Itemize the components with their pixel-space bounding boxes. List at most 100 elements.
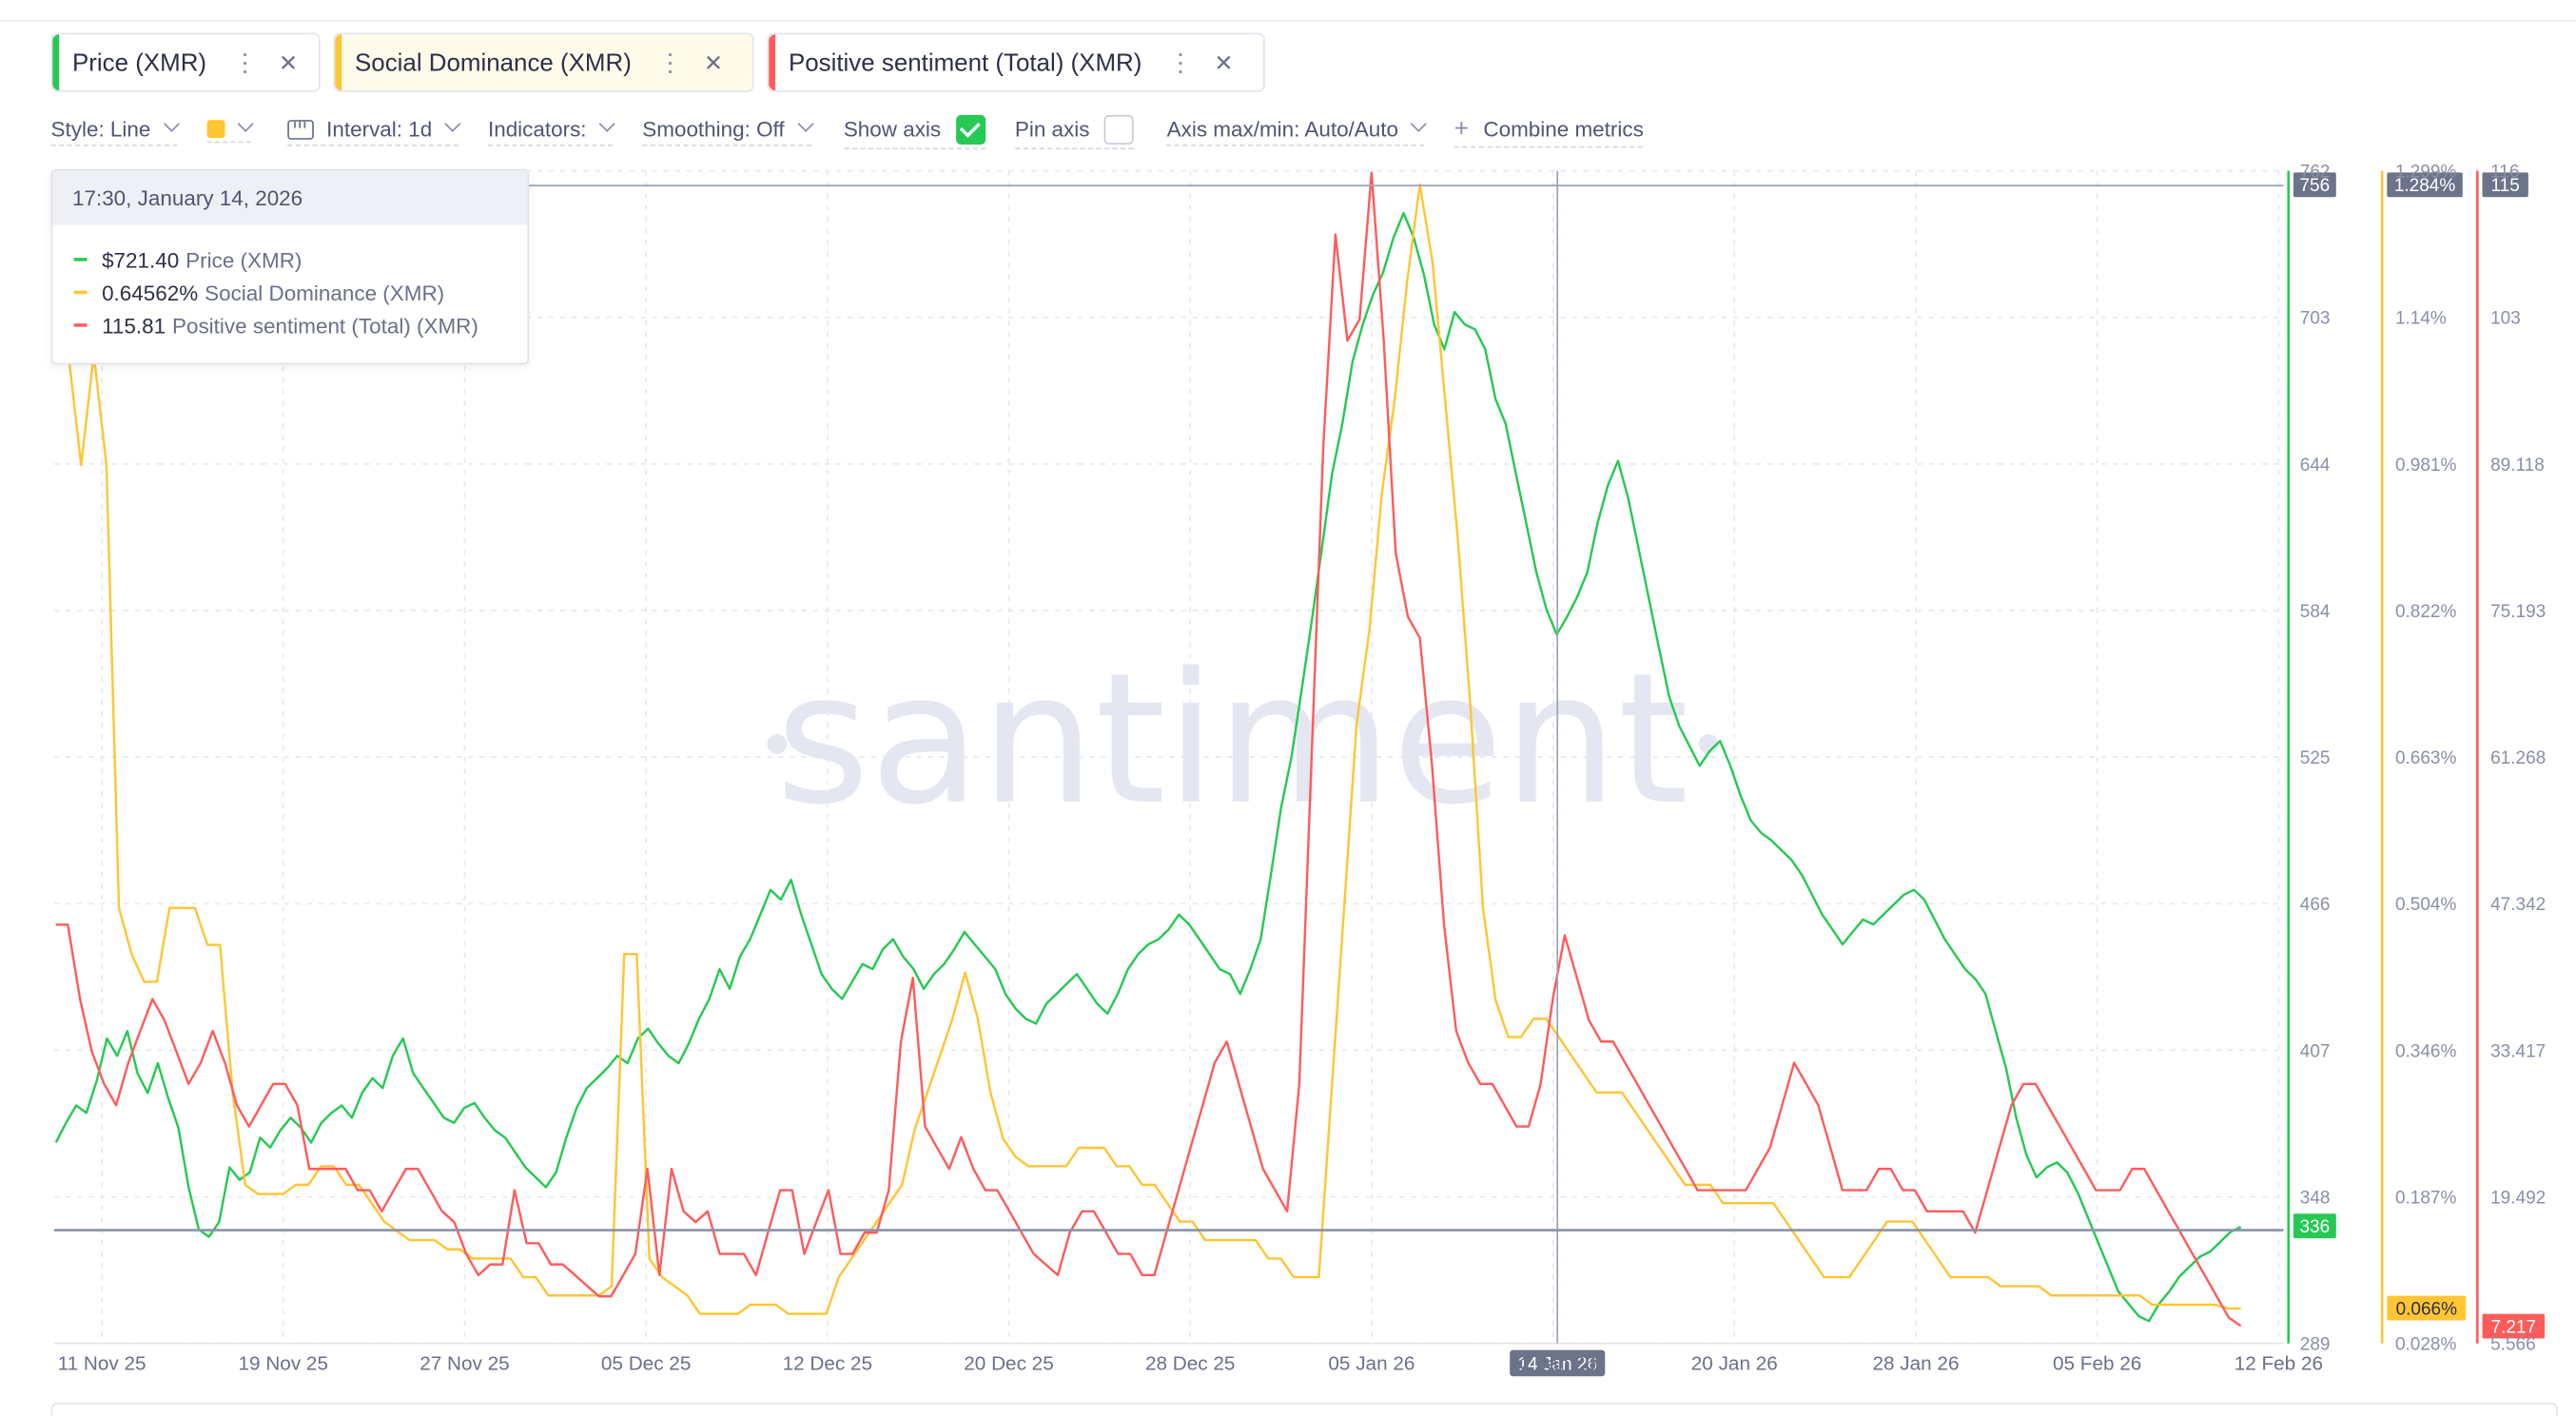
series-marker: [73, 258, 88, 262]
chart-series: [54, 171, 2242, 1328]
tooltip-series-name: Positive sentiment (Total) (XMR): [171, 312, 478, 338]
chart-navigator-scrollbar[interactable]: [50, 1402, 2558, 1416]
y-tick-label: 289: [2300, 1335, 2331, 1355]
tooltip-value: 115.81: [102, 312, 166, 338]
pin-axis-label: Pin axis: [1014, 116, 1090, 142]
axis-maxmin-label: Axis max/min: Auto/Auto: [1166, 116, 1399, 142]
crosshair-x-label: 14 Jan 26: [1518, 1354, 1597, 1374]
calendar-icon: [286, 119, 314, 139]
indicators-dropdown[interactable]: Indicators:: [487, 115, 615, 146]
metric-color-bar: [52, 34, 60, 90]
x-tick-label: 12 Feb 26: [2234, 1352, 2323, 1374]
price-last-label: 336: [2299, 1217, 2330, 1237]
pin-axis-toggle[interactable]: Pin axis: [1014, 114, 1135, 149]
metric-label: Price (XMR): [71, 48, 207, 77]
y-tick-label: 762: [2300, 163, 2331, 183]
metric-tabs: Price (XMR) ⋮ ✕ Social Dominance (XMR) ⋮…: [50, 32, 1265, 92]
y-tick-label: 407: [2300, 1041, 2331, 1061]
y-tick-label: 33.417: [2490, 1041, 2546, 1061]
y-tick-label: 0.187%: [2395, 1188, 2457, 1208]
style-label: Style: Line: [50, 116, 151, 142]
y-tick-label: 0.822%: [2395, 602, 2457, 622]
y-tick-label: 5.566: [2490, 1335, 2536, 1355]
combine-metrics-button[interactable]: + Combine metrics: [1454, 115, 1644, 148]
color-picker[interactable]: [206, 115, 254, 144]
axis-maxmin-dropdown[interactable]: Axis max/min: Auto/Auto: [1166, 115, 1428, 146]
chart-axes: 11 Nov 25 19 Nov 25 27 Nov 25 05 Dec 25 12 D…: [58, 163, 2547, 1375]
social-dominance-series-line: [55, 183, 2241, 1315]
y-tick-label: 0.663%: [2395, 748, 2457, 768]
x-tick-label: 27 Nov 25: [420, 1352, 509, 1374]
show-axis-label: Show axis: [843, 116, 942, 142]
close-icon[interactable]: ✕: [1214, 48, 1234, 75]
social-last-label: 0.066%: [2396, 1299, 2458, 1319]
x-tick-label: 05 Jan 26: [1328, 1352, 1415, 1374]
tooltip-datetime: 17:30, January 14, 2026: [52, 170, 528, 225]
pin-axis-checkbox[interactable]: [1104, 114, 1135, 145]
y-tick-label: 0.028%: [2395, 1335, 2457, 1355]
watermark-text: santiment: [775, 634, 1688, 844]
metric-chip-social-dominance[interactable]: Social Dominance (XMR) ⋮ ✕: [333, 32, 754, 92]
metric-chip-price[interactable]: Price (XMR) ⋮ ✕: [50, 32, 321, 92]
metric-label: Social Dominance (XMR): [355, 48, 632, 77]
smoothing-label: Smoothing: Off: [642, 116, 785, 142]
sentiment-last-label: 7.217: [2491, 1317, 2537, 1337]
metric-color-bar: [335, 34, 342, 90]
tooltip-row-social-dominance: 0.64562% Social Dominance (XMR): [52, 276, 527, 309]
more-options-icon[interactable]: ⋮: [232, 48, 258, 78]
close-icon[interactable]: ✕: [279, 48, 299, 75]
y-tick-label: 61.268: [2490, 748, 2546, 768]
y-tick-label: 89.118: [2490, 456, 2545, 475]
x-tick-label: 11 Nov 25: [58, 1352, 146, 1374]
y-tick-label: 466: [2300, 895, 2331, 915]
positive-sentiment-series-line: [55, 171, 2242, 1328]
show-axis-checkbox[interactable]: [955, 114, 986, 145]
x-tick-label: 12 Jan 26: [1510, 1352, 1596, 1374]
style-dropdown[interactable]: Style: Line: [50, 115, 180, 146]
metric-chip-positive-sentiment[interactable]: Positive sentiment (Total) (XMR) ⋮ ✕: [767, 32, 1265, 92]
y-tick-label: 644: [2300, 456, 2331, 475]
y-tick-label: 47.342: [2490, 895, 2546, 915]
price-crosshair-label-bg: [2293, 172, 2336, 198]
y-tick-label: 525: [2300, 748, 2331, 768]
tooltip-series-name: Social Dominance (XMR): [205, 280, 445, 305]
tooltip-row-positive-sentiment: 115.81 Positive sentiment (Total) (XMR): [52, 309, 527, 342]
y-tick-label: 0.346%: [2395, 1041, 2457, 1061]
y-tick-label: 1.299%: [2395, 163, 2457, 183]
indicators-label: Indicators:: [487, 116, 587, 142]
series-marker: [73, 290, 88, 295]
watermark-dot-left: [767, 733, 788, 754]
sentiment-crosshair-label: 115: [2491, 176, 2520, 196]
x-tick-label: 28 Dec 25: [1145, 1352, 1235, 1374]
x-tick-label: 20 Jan 26: [1691, 1352, 1778, 1374]
sentiment-last-label-bg: [2482, 1313, 2546, 1339]
show-axis-toggle[interactable]: Show axis: [843, 114, 986, 149]
y-tick-label: 0.504%: [2395, 895, 2457, 915]
x-tick-label: 05 Feb 26: [2053, 1352, 2141, 1374]
metric-color-bar: [769, 34, 776, 90]
interval-label: Interval: 1d: [326, 116, 433, 142]
crosshair-x-label-bg: [1510, 1349, 1606, 1377]
chart-tooltip: 17:30, January 14, 2026 $721.40 Price (XM…: [50, 168, 530, 365]
smoothing-dropdown[interactable]: Smoothing: Off: [642, 115, 813, 146]
close-icon[interactable]: ✕: [703, 48, 724, 75]
social-crosshair-label-bg: [2387, 172, 2463, 198]
y-tick-label: 103: [2490, 309, 2521, 329]
x-tick-label: 05 Dec 25: [601, 1352, 691, 1374]
y-tick-label: 0.981%: [2395, 456, 2457, 475]
price-last-label-bg: [2293, 1213, 2336, 1239]
y-tick-label: 584: [2300, 602, 2331, 622]
more-options-icon[interactable]: ⋮: [1168, 48, 1193, 78]
more-options-icon[interactable]: ⋮: [657, 48, 682, 78]
interval-dropdown[interactable]: Interval: 1d: [286, 115, 461, 146]
y-tick-label: 703: [2300, 309, 2331, 329]
tooltip-row-price: $721.40 Price (XMR): [52, 243, 527, 277]
y-tick-label: 348: [2300, 1188, 2331, 1208]
y-tick-label: 75.193: [2490, 602, 2546, 622]
x-tick-label: 20 Dec 25: [964, 1352, 1053, 1374]
price-crosshair-label: 756: [2299, 176, 2330, 196]
social-last-label-bg: [2387, 1295, 2467, 1321]
social-crosshair-label: 1.284%: [2394, 176, 2456, 196]
